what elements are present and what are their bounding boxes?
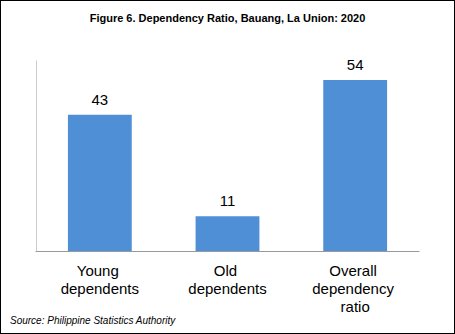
svg-text:dependents: dependents <box>61 280 139 297</box>
svg-text:Overall: Overall <box>329 262 381 279</box>
svg-text:54: 54 <box>347 56 364 73</box>
svg-text:Old: Old <box>214 262 242 279</box>
svg-text:Young: Young <box>77 262 123 279</box>
svg-text:43: 43 <box>91 91 108 108</box>
svg-text:Figure 6. Dependency Ratio, Ba: Figure 6. Dependency Ratio, Bauang, La U… <box>90 12 366 24</box>
svg-text:ratio: ratio <box>341 298 370 315</box>
svg-text:dependents: dependents <box>188 280 266 297</box>
svg-text:Source: Philippine Statistics: Source: Philippine Statistics Authority <box>10 315 176 326</box>
svg-text:11: 11 <box>220 192 236 209</box>
svg-text:dependency: dependency <box>312 280 398 297</box>
